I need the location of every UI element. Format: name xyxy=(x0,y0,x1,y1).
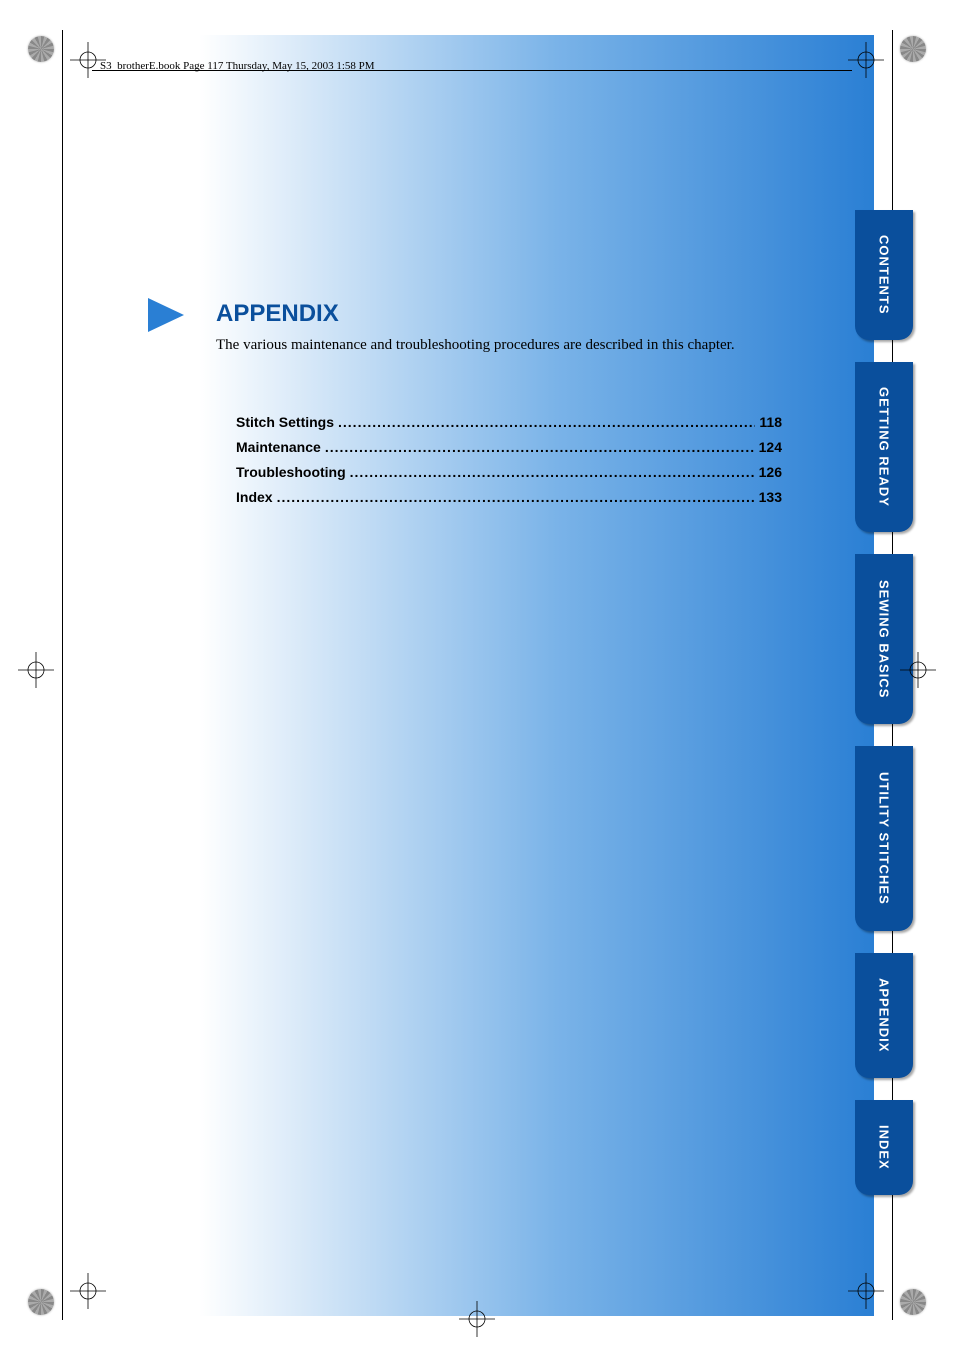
registration-mark-icon xyxy=(846,40,886,80)
crop-line xyxy=(62,30,63,1320)
toc-page-number: 126 xyxy=(759,464,782,480)
toc-row[interactable]: Maintenance ............................… xyxy=(236,439,782,455)
registration-mark-icon xyxy=(68,40,108,80)
tab-label: CONTENTS xyxy=(877,223,892,327)
registration-mark-icon xyxy=(457,1299,497,1339)
registration-mark-icon xyxy=(16,650,56,690)
tab-label: SEWING BASICS xyxy=(877,568,892,710)
toc-leader-dots: ........................................… xyxy=(325,439,755,455)
chapter-number: 4 xyxy=(190,304,201,327)
toc-leader-dots: ........................................… xyxy=(338,414,755,430)
tab-utility-stitches[interactable]: UTILITY STITCHES xyxy=(855,746,913,931)
table-of-contents: Stitch Settings ........................… xyxy=(236,414,782,514)
tab-contents[interactable]: CONTENTS xyxy=(855,210,913,340)
tab-label: GETTING READY xyxy=(877,375,892,519)
tab-label: APPENDIX xyxy=(877,966,892,1064)
tab-appendix[interactable]: APPENDIX xyxy=(855,953,913,1078)
toc-row[interactable]: Index ..................................… xyxy=(236,489,782,505)
printer-color-scale-icon xyxy=(28,1289,54,1315)
toc-label: Index xyxy=(236,489,273,505)
toc-page-number: 133 xyxy=(759,489,782,505)
registration-mark-icon xyxy=(68,1271,108,1311)
page-header-metadata: S3_brotherE.book Page 117 Thursday, May … xyxy=(100,60,375,72)
side-navigation-tabs: CONTENTS GETTING READY SEWING BASICS UTI… xyxy=(855,210,913,1217)
printer-color-scale-icon xyxy=(28,36,54,62)
toc-row[interactable]: Troubleshooting ........................… xyxy=(236,464,782,480)
chapter-description: The various maintenance and troubleshoot… xyxy=(216,335,756,355)
chapter-triangle-icon: 4 xyxy=(148,298,184,332)
tab-label: UTILITY STITCHES xyxy=(877,760,892,917)
toc-page-number: 118 xyxy=(759,414,782,430)
tab-label: INDEX xyxy=(877,1113,892,1182)
printer-color-scale-icon xyxy=(900,1289,926,1315)
tab-getting-ready[interactable]: GETTING READY xyxy=(855,362,913,532)
tab-sewing-basics[interactable]: SEWING BASICS xyxy=(855,554,913,724)
toc-label: Stitch Settings xyxy=(236,414,334,430)
chapter-title: APPENDIX xyxy=(216,300,339,328)
registration-mark-icon xyxy=(846,1271,886,1311)
page-gradient-background xyxy=(80,35,874,1316)
tab-index[interactable]: INDEX xyxy=(855,1100,913,1195)
toc-leader-dots: ........................................… xyxy=(350,464,755,480)
chapter-marker: 4 xyxy=(148,298,184,332)
printer-color-scale-icon xyxy=(900,36,926,62)
toc-leader-dots: ........................................… xyxy=(277,489,755,505)
toc-label: Troubleshooting xyxy=(236,464,346,480)
toc-row[interactable]: Stitch Settings ........................… xyxy=(236,414,782,430)
toc-label: Maintenance xyxy=(236,439,321,455)
toc-page-number: 124 xyxy=(759,439,782,455)
registration-mark-icon xyxy=(898,650,938,690)
